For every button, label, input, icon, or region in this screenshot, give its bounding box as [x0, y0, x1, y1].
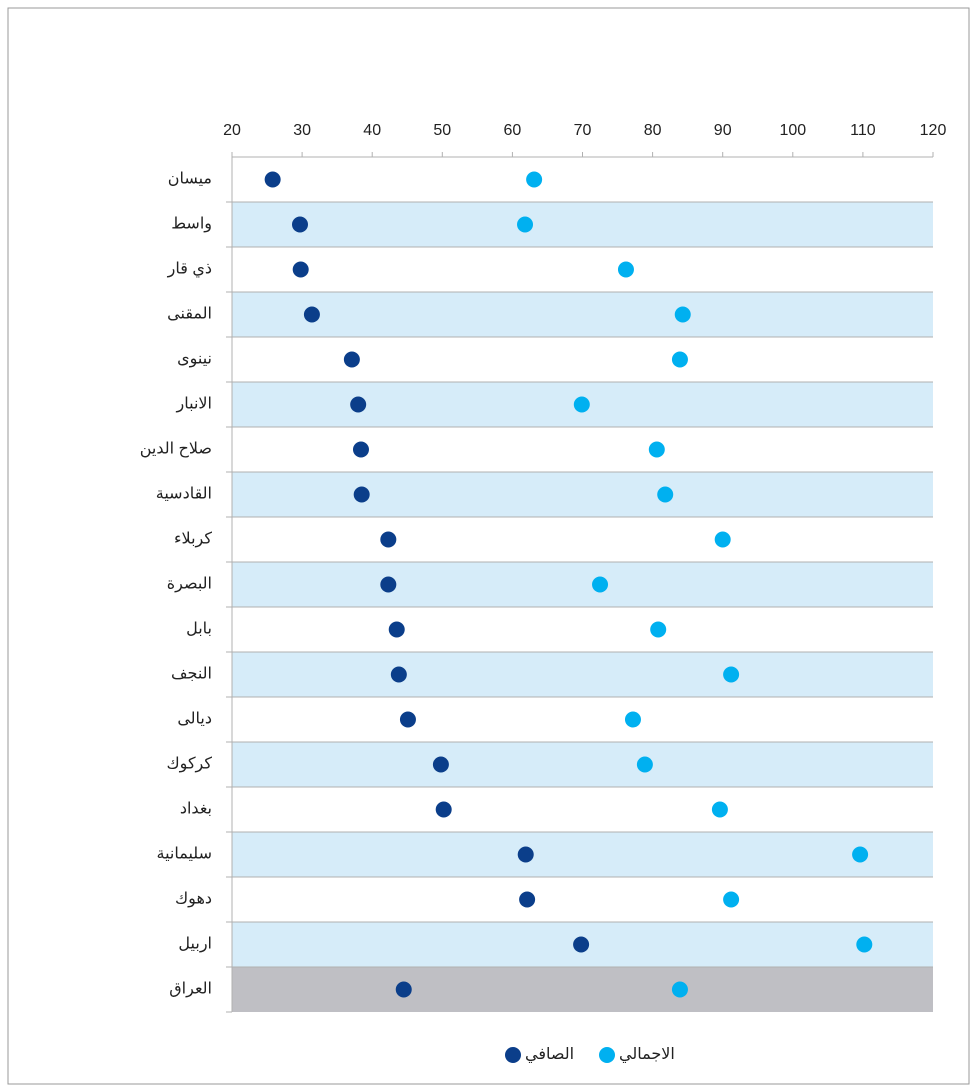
- x-tick-label: 30: [293, 122, 311, 139]
- dot: [399, 711, 416, 728]
- dot: [353, 486, 370, 503]
- dot: [517, 216, 534, 233]
- y-tick-label: البصرة: [167, 576, 212, 594]
- y-tick-label: المقنى: [167, 306, 212, 323]
- row-band: [232, 742, 933, 787]
- y-tick-label: واسط: [171, 216, 212, 234]
- y-tick-label: الانبار: [176, 396, 212, 414]
- x-tick-label: 100: [779, 122, 806, 139]
- y-tick-label: نينوى: [177, 351, 212, 369]
- y-tick-label: كركوك: [166, 756, 212, 774]
- y-tick-label: العراق: [169, 981, 212, 999]
- row-band: [232, 607, 933, 652]
- row-band: [232, 247, 933, 292]
- dot: [624, 711, 641, 728]
- dot: [517, 846, 534, 863]
- row-band: [232, 832, 933, 877]
- dot: [388, 621, 405, 638]
- dot: [852, 846, 869, 863]
- x-tick-label: 40: [363, 122, 381, 139]
- row-band: [232, 157, 933, 202]
- row-band: [232, 427, 933, 472]
- y-tick-label: كربلاء: [174, 531, 212, 549]
- row-band: [232, 697, 933, 742]
- y-tick-label: ديالى: [177, 711, 212, 728]
- row-band: [232, 337, 933, 382]
- row-band: [232, 652, 933, 697]
- dot: [671, 351, 688, 368]
- y-tick-label: دهوك: [175, 891, 212, 909]
- dot: [519, 891, 536, 908]
- dot: [390, 666, 407, 683]
- dot: [350, 396, 367, 413]
- dot: [723, 891, 740, 908]
- dot: [573, 396, 590, 413]
- dot: [435, 801, 452, 818]
- y-tick-label: ميسان: [168, 171, 212, 188]
- dot: [395, 981, 412, 998]
- y-tick-label: سليمانية: [156, 846, 212, 863]
- dot: [671, 981, 688, 998]
- row-band: [232, 787, 933, 832]
- dot: [264, 171, 281, 188]
- dot: [617, 261, 634, 278]
- y-tick-label: بابل: [186, 621, 212, 638]
- dot: [573, 936, 590, 953]
- y-tick-label: ذي قار: [167, 261, 212, 279]
- dot: [592, 576, 609, 593]
- y-tick-label: اربيل: [178, 936, 212, 954]
- x-tick-label: 90: [714, 122, 732, 139]
- dot: [636, 756, 653, 773]
- dot: [352, 441, 369, 458]
- dot: [723, 666, 740, 683]
- legend-marker: [505, 1047, 521, 1063]
- x-tick-label: 80: [644, 122, 662, 139]
- row-band: [232, 202, 933, 247]
- x-tick-label: 110: [850, 122, 876, 139]
- row-band: [232, 517, 933, 562]
- y-tick-label: بغداد: [180, 801, 212, 818]
- dot: [380, 531, 397, 548]
- x-tick-label: 60: [504, 122, 522, 139]
- y-tick-label: صلاح الدين: [140, 441, 212, 459]
- dot: [714, 531, 731, 548]
- dot: [674, 306, 691, 323]
- dot: [711, 801, 728, 818]
- dot: [657, 486, 674, 503]
- dot: [648, 441, 665, 458]
- row-band: [232, 967, 933, 1012]
- dot: [856, 936, 873, 953]
- row-band: [232, 292, 933, 337]
- dot: [292, 261, 309, 278]
- dot: [291, 216, 308, 233]
- y-tick-label: النجف: [171, 666, 212, 683]
- dot: [343, 351, 360, 368]
- x-tick-label: 120: [920, 122, 947, 139]
- legend-label: الصافي: [525, 1046, 574, 1064]
- x-tick-label: 20: [223, 122, 241, 139]
- row-band: [232, 877, 933, 922]
- y-tick-label: القادسية: [156, 486, 212, 503]
- x-tick-label: 70: [574, 122, 592, 139]
- dot: [380, 576, 397, 593]
- dot: [526, 171, 543, 188]
- row-band: [232, 562, 933, 607]
- legend-label: الاجمالي: [619, 1046, 675, 1064]
- legend-marker: [599, 1047, 615, 1063]
- dot: [303, 306, 320, 323]
- x-tick-label: 50: [433, 122, 451, 139]
- dot: [650, 621, 667, 638]
- dot: [432, 756, 449, 773]
- row-band: [232, 472, 933, 517]
